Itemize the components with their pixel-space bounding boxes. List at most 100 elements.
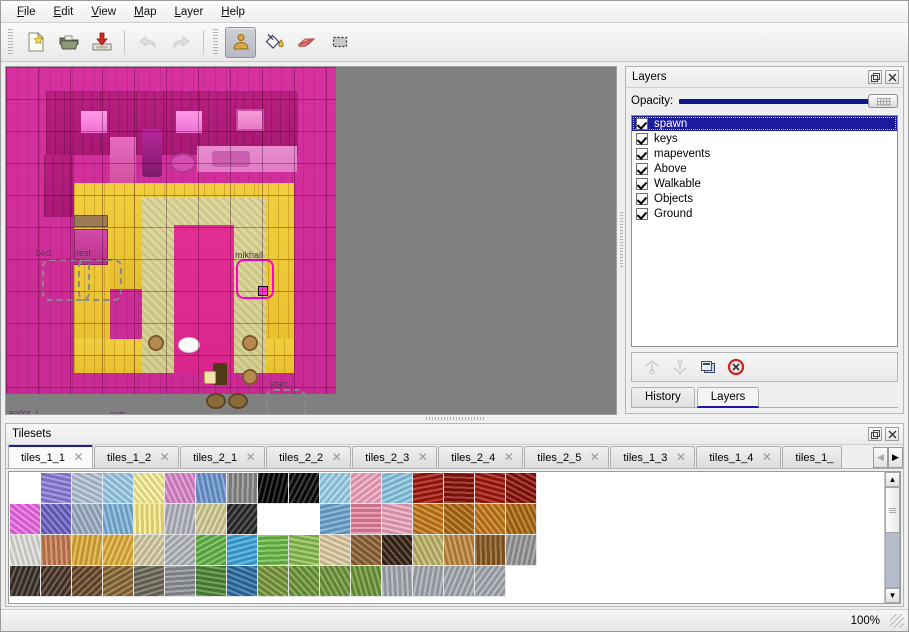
tile-2-7[interactable]	[227, 535, 258, 566]
layer-visibility-checkbox[interactable]	[636, 207, 648, 220]
tile-1-18[interactable]	[568, 504, 599, 535]
map-object-bed[interactable]	[42, 259, 90, 301]
map-object-start[interactable]	[266, 389, 306, 414]
save-map-icon[interactable]	[86, 27, 117, 58]
scroll-up-icon[interactable]: ▲	[885, 472, 900, 487]
tileset-vertical-scrollbar[interactable]: ▲ ▼	[884, 472, 900, 603]
tile-0-14[interactable]	[444, 473, 475, 504]
close-icon[interactable]: ✕	[159, 450, 170, 464]
horizontal-splitter[interactable]	[1, 414, 908, 423]
layer-visibility-checkbox[interactable]	[636, 132, 648, 145]
tile-0-6[interactable]	[196, 473, 227, 504]
tile-3-9[interactable]	[289, 566, 320, 597]
tile-2-12[interactable]	[382, 535, 413, 566]
undo-icon[interactable]	[132, 27, 163, 58]
tile-1-12[interactable]	[382, 504, 413, 535]
scrollbar-track[interactable]	[885, 487, 900, 588]
tab-layers[interactable]: Layers	[696, 387, 760, 408]
menu-layer[interactable]: Layer	[174, 5, 204, 18]
close-icon[interactable]: ✕	[331, 450, 342, 464]
tile-2-16[interactable]	[506, 535, 537, 566]
map-view[interactable]: bed rest mikhail andor_j entr... start..…	[5, 66, 617, 415]
tile-3-8[interactable]	[258, 566, 289, 597]
map-canvas[interactable]: bed rest mikhail andor_j entr... start..…	[6, 67, 336, 414]
tile-0-7[interactable]	[227, 473, 258, 504]
tileset-view[interactable]: ▲ ▼	[8, 471, 901, 604]
tile-1-5[interactable]	[165, 504, 196, 535]
tile-1-11[interactable]	[351, 504, 382, 535]
tile-1-17[interactable]	[537, 504, 568, 535]
tile-1-16[interactable]	[506, 504, 537, 535]
tile-0-1[interactable]	[41, 473, 72, 504]
tile-2-17[interactable]	[537, 535, 568, 566]
scroll-down-icon[interactable]: ▼	[885, 588, 900, 603]
tile-0-2[interactable]	[72, 473, 103, 504]
tile-0-15[interactable]	[475, 473, 506, 504]
tile-2-6[interactable]	[196, 535, 227, 566]
tile-1-6[interactable]	[196, 504, 227, 535]
layer-visibility-checkbox[interactable]	[636, 117, 648, 130]
tile-0-10[interactable]	[320, 473, 351, 504]
rect-select-icon[interactable]	[324, 27, 355, 58]
tileset-tab-tiles_2_3[interactable]: tiles_2_3 ✕	[352, 446, 438, 468]
tile-2-0[interactable]	[10, 535, 41, 566]
tile-2-11[interactable]	[351, 535, 382, 566]
tileset-tab-tiles_1_4[interactable]: tiles_1_4 ✕	[696, 446, 782, 468]
layer-row-keys[interactable]: keys	[632, 131, 897, 146]
tile-2-10[interactable]	[320, 535, 351, 566]
tile-3-3[interactable]	[103, 566, 134, 597]
float-icon[interactable]	[868, 427, 882, 441]
tile-0-4[interactable]	[134, 473, 165, 504]
tile-3-13[interactable]	[413, 566, 444, 597]
chevron-right-icon[interactable]: ▶	[888, 447, 903, 468]
tile-0-12[interactable]	[382, 473, 413, 504]
scrollbar-lower-track[interactable]	[885, 533, 900, 588]
eraser-icon[interactable]	[291, 27, 322, 58]
tile-1-9[interactable]	[289, 504, 320, 535]
tile-1-7[interactable]	[227, 504, 258, 535]
tileset-tab-tiles_1_3[interactable]: tiles_1_3 ✕	[610, 446, 696, 468]
layer-visibility-checkbox[interactable]	[636, 147, 648, 160]
tile-2-1[interactable]	[41, 535, 72, 566]
tileset-tab-tiles_2_5[interactable]: tiles_2_5 ✕	[524, 446, 610, 468]
tile-3-4[interactable]	[134, 566, 165, 597]
layer-row-objects[interactable]: Objects	[632, 191, 897, 206]
tile-0-0[interactable]	[10, 473, 41, 504]
close-icon[interactable]	[885, 427, 899, 441]
layer-list[interactable]: spawn keys mapevents Above	[631, 115, 898, 347]
layer-row-above[interactable]: Above	[632, 161, 897, 176]
tile-2-2[interactable]	[72, 535, 103, 566]
layer-row-walkable[interactable]: Walkable	[632, 176, 897, 191]
close-icon[interactable]: ✕	[245, 450, 256, 464]
tile-1-15[interactable]	[475, 504, 506, 535]
tileset-tab-tiles_2_1[interactable]: tiles_2_1 ✕	[180, 446, 266, 468]
tile-3-0[interactable]	[10, 566, 41, 597]
close-icon[interactable]: ✕	[503, 450, 514, 464]
stamp-brush-icon[interactable]	[225, 26, 256, 58]
opacity-slider[interactable]	[679, 94, 898, 108]
map-selection-handle[interactable]	[258, 286, 268, 296]
tile-0-3[interactable]	[103, 473, 134, 504]
tile-3-6[interactable]	[196, 566, 227, 597]
menu-file[interactable]: File	[17, 5, 36, 18]
tile-0-11[interactable]	[351, 473, 382, 504]
tileset-tab-tiles_1_5[interactable]: tiles_1_	[782, 446, 843, 468]
tile-1-14[interactable]	[444, 504, 475, 535]
tile-3-17[interactable]	[537, 566, 568, 597]
menu-view[interactable]: View	[91, 5, 117, 18]
tileset-tab-tiles_1_2[interactable]: tiles_1_2 ✕	[94, 446, 180, 468]
redo-icon[interactable]	[165, 27, 196, 58]
tile-3-18[interactable]	[568, 566, 599, 597]
open-map-icon[interactable]	[53, 27, 84, 58]
tile-0-17[interactable]	[537, 473, 568, 504]
raise-layer-icon[interactable]	[640, 355, 664, 379]
tile-0-5[interactable]	[165, 473, 196, 504]
close-icon[interactable]: ✕	[761, 450, 772, 464]
tile-0-9[interactable]	[289, 473, 320, 504]
tileset-tab-tiles_1_1[interactable]: tiles_1_1 ✕	[8, 445, 94, 468]
tile-3-1[interactable]	[41, 566, 72, 597]
menu-map[interactable]: Map	[134, 5, 157, 18]
tile-2-9[interactable]	[289, 535, 320, 566]
tile-0-18[interactable]	[568, 473, 599, 504]
close-icon[interactable]: ✕	[589, 450, 600, 464]
